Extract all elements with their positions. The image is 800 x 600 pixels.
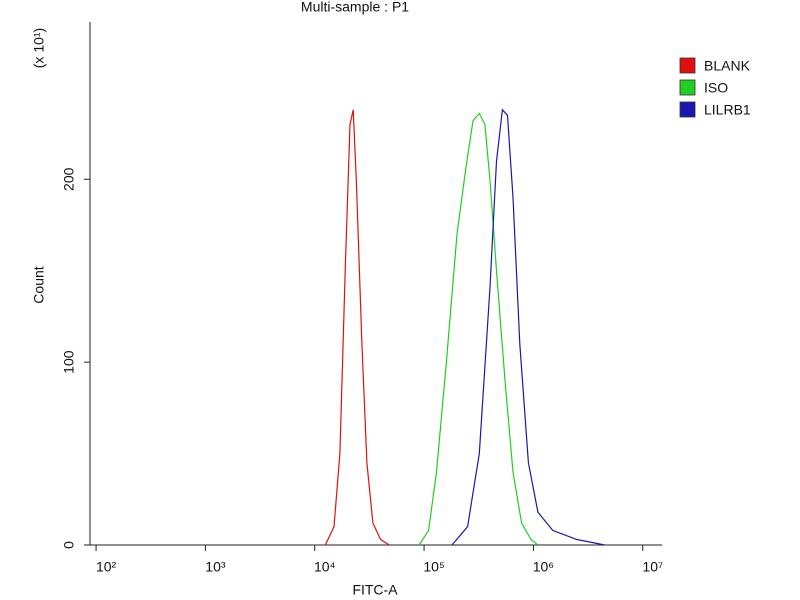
x-tick-label: 10² [96,559,117,575]
legend-label: ISO [704,80,728,96]
y-tick-label: 0 [61,541,77,549]
chart-title: Multi-sample : P1 [301,0,409,15]
legend-label: LILRB1 [704,102,751,118]
x-tick-label: 10⁵ [423,559,444,575]
series-line [324,109,390,546]
y-tick-label: 100 [61,350,77,374]
legend-swatch [679,57,696,74]
legend-label: BLANK [704,58,751,74]
x-tick-label: 10⁶ [533,559,554,575]
legend-swatch [679,79,696,96]
x-tick-label: 10³ [205,559,226,575]
x-tick-label: 10⁷ [642,559,663,575]
legend-swatch [679,101,696,118]
series-line [451,108,605,546]
y-axis-label: Count [31,266,47,303]
x-axis-label: FITC-A [352,582,398,598]
y-tick-label: 200 [61,167,77,191]
y-scale-note: (x 10¹) [31,28,47,68]
x-tick-label: 10⁴ [314,559,336,575]
series-line [418,112,539,546]
